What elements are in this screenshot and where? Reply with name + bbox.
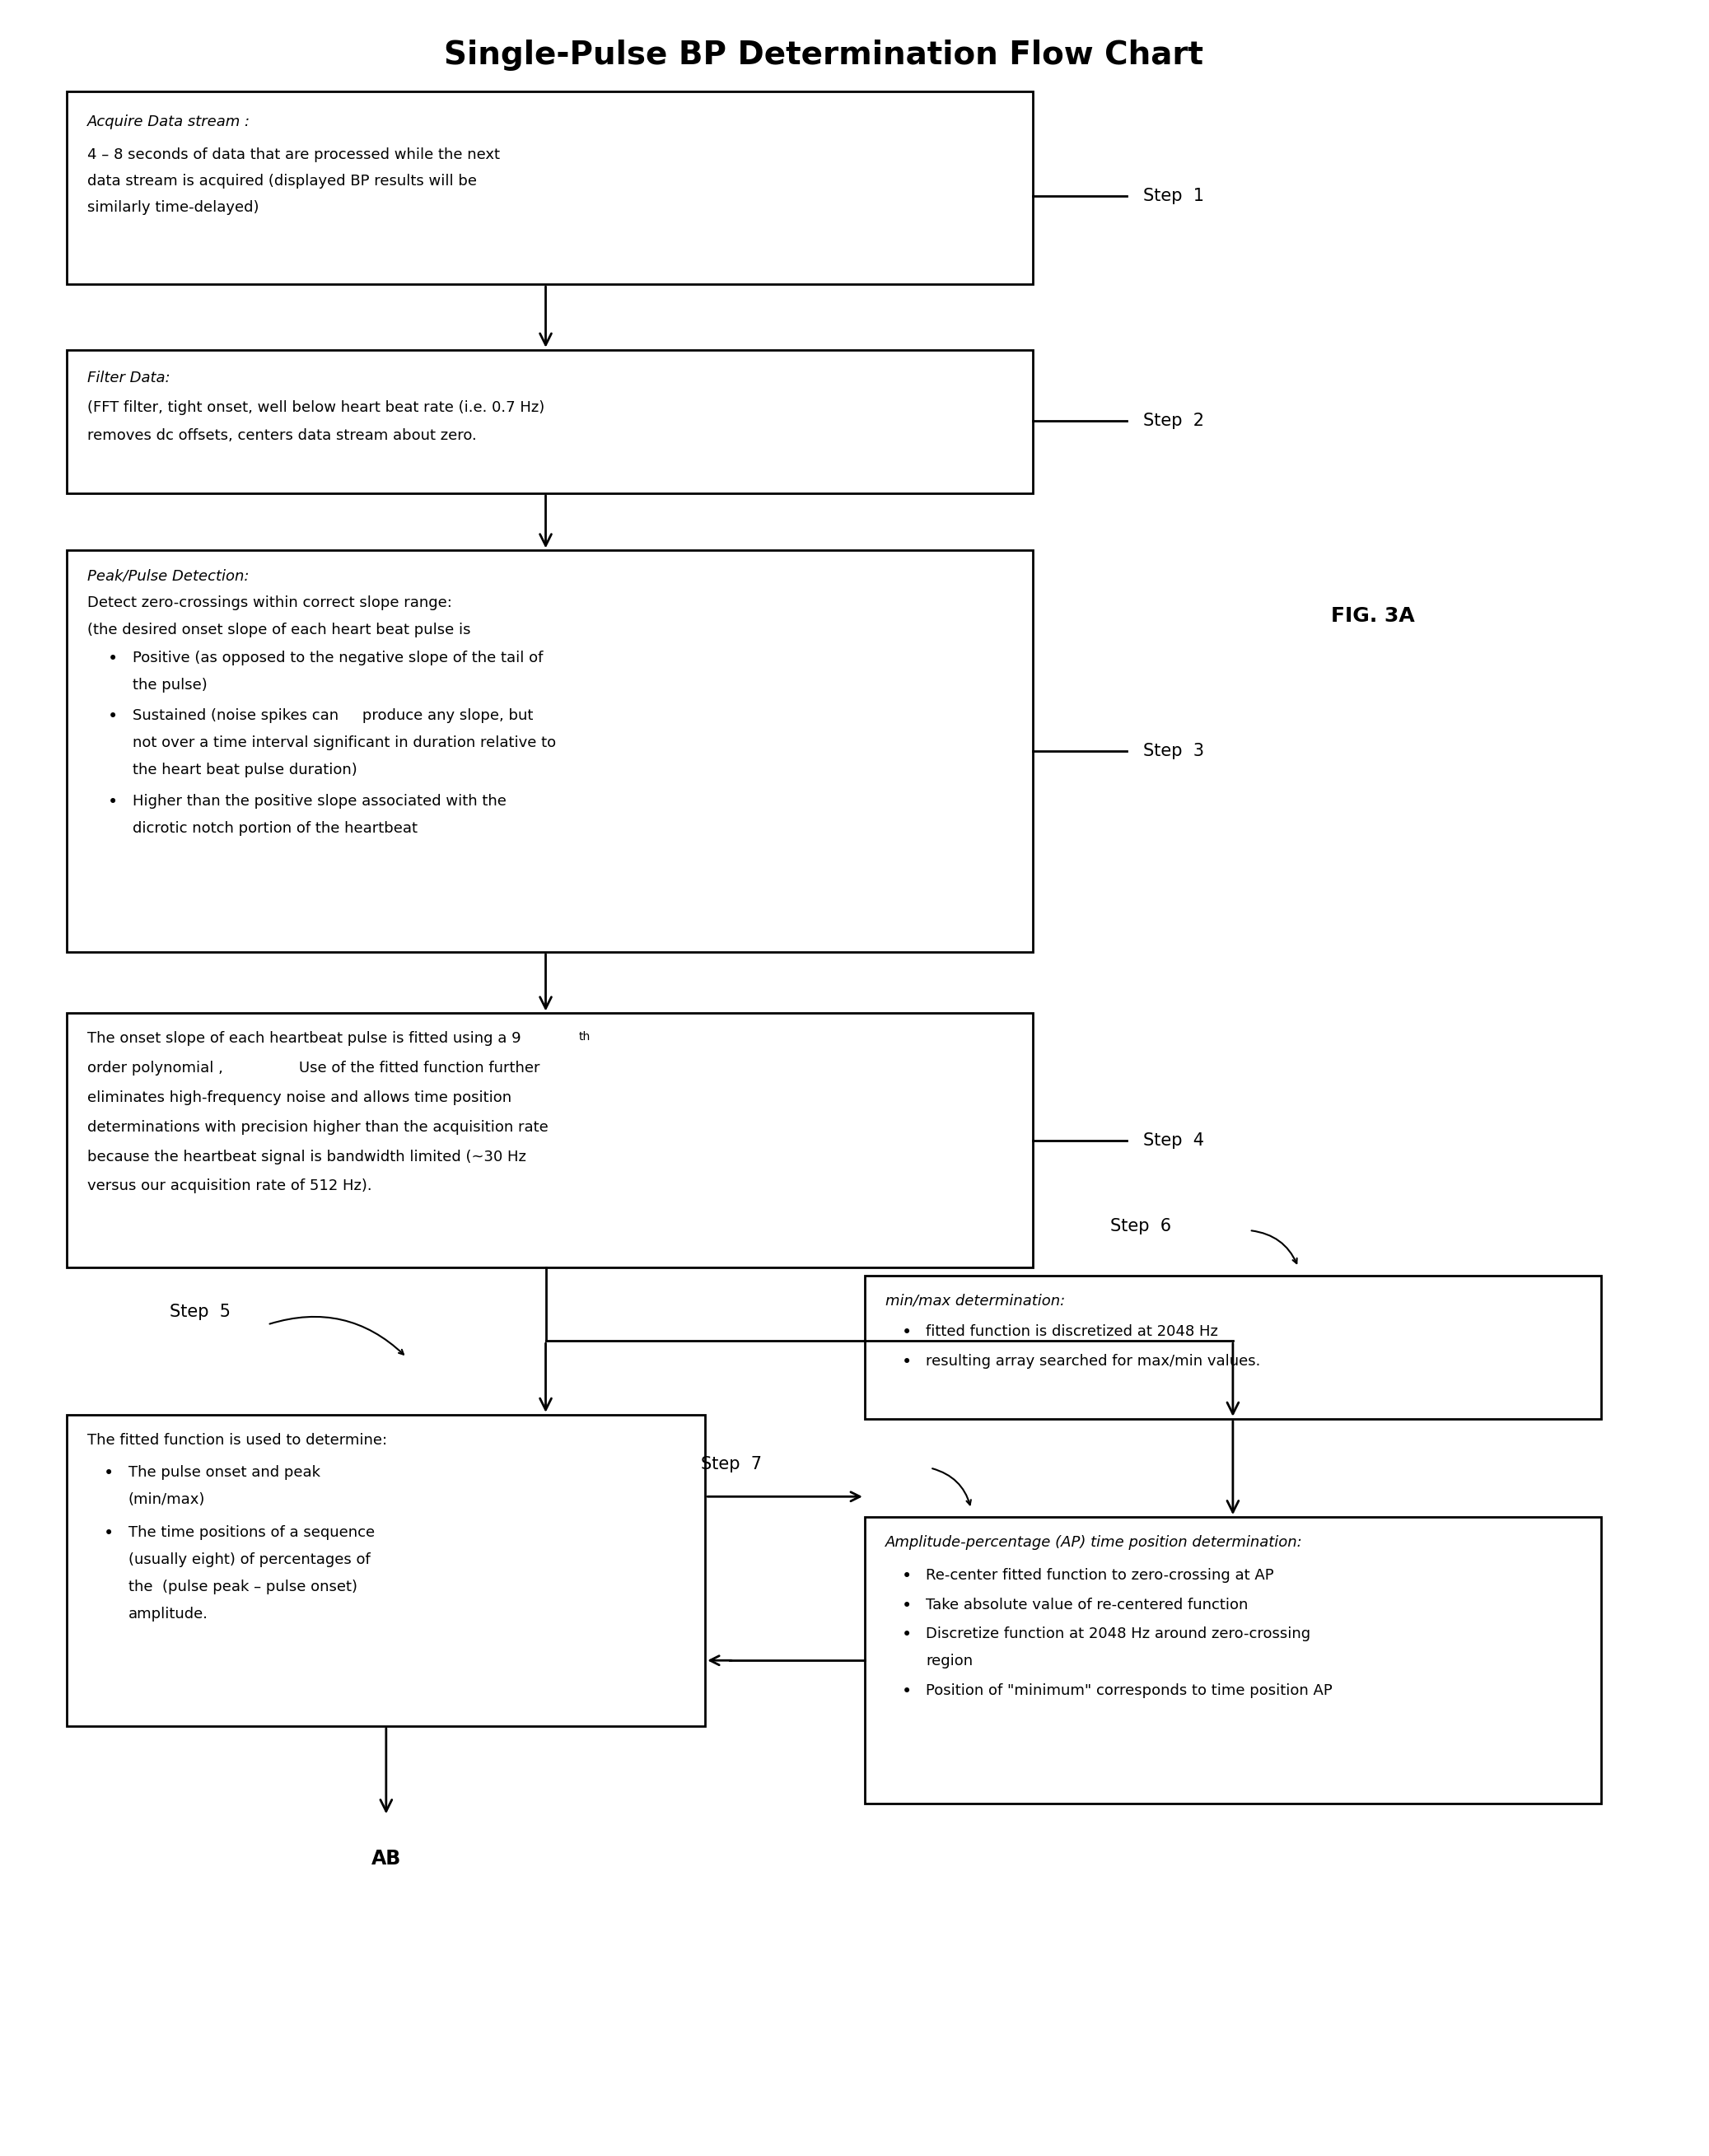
Text: Positive (as opposed to the negative slope of the tail of: Positive (as opposed to the negative slo… <box>133 651 543 666</box>
Text: versus our acquisition rate of 512 Hz).: versus our acquisition rate of 512 Hz). <box>87 1179 373 1194</box>
Text: (the desired onset slope of each heart beat pulse is: (the desired onset slope of each heart b… <box>87 623 472 638</box>
Text: fitted function is discretized at 2048 Hz: fitted function is discretized at 2048 H… <box>926 1324 1219 1339</box>
Text: (usually eight) of percentages of: (usually eight) of percentages of <box>128 1552 371 1567</box>
Text: th: th <box>578 1031 590 1044</box>
Text: •: • <box>902 1628 911 1643</box>
Text: Discretize function at 2048 Hz around zero-crossing: Discretize function at 2048 Hz around ze… <box>926 1628 1311 1641</box>
Text: •: • <box>104 1524 115 1542</box>
Bar <box>67 93 1032 285</box>
Text: Single-Pulse BP Determination Flow Chart: Single-Pulse BP Determination Flow Chart <box>444 39 1203 71</box>
Text: the  (pulse peak – pulse onset): the (pulse peak – pulse onset) <box>128 1580 357 1593</box>
Text: •: • <box>104 1466 115 1481</box>
Text: the pulse): the pulse) <box>133 677 207 692</box>
Text: dicrotic notch portion of the heartbeat: dicrotic notch portion of the heartbeat <box>133 821 417 837</box>
Text: •: • <box>108 709 118 724</box>
Text: the heart beat pulse duration): the heart beat pulse duration) <box>133 763 357 778</box>
Bar <box>67 550 1032 951</box>
Text: The fitted function is used to determine:: The fitted function is used to determine… <box>87 1434 388 1447</box>
Text: Sustained (noise spikes can     produce any slope, but: Sustained (noise spikes can produce any … <box>133 709 533 724</box>
Text: Detect zero-crossings within correct slope range:: Detect zero-crossings within correct slo… <box>87 595 453 610</box>
Text: Take absolute value of re-centered function: Take absolute value of re-centered funct… <box>926 1598 1249 1613</box>
Text: Filter Data:: Filter Data: <box>87 371 171 386</box>
Text: •: • <box>902 1324 911 1341</box>
Text: The time positions of a sequence: The time positions of a sequence <box>128 1524 374 1539</box>
Text: Position of "minimum" corresponds to time position AP: Position of "minimum" corresponds to tim… <box>926 1684 1333 1699</box>
Text: Step  5: Step 5 <box>169 1304 231 1319</box>
Text: removes dc offsets, centers data stream about zero.: removes dc offsets, centers data stream … <box>87 429 477 444</box>
Bar <box>865 1518 1601 1805</box>
Text: Step  2: Step 2 <box>1143 412 1203 429</box>
Text: Step  6: Step 6 <box>1111 1218 1171 1235</box>
Text: amplitude.: amplitude. <box>128 1606 208 1621</box>
Text: Step  7: Step 7 <box>701 1455 762 1473</box>
Text: eliminates high-frequency noise and allows time position: eliminates high-frequency noise and allo… <box>87 1091 511 1106</box>
Text: Peak/Pulse Detection:: Peak/Pulse Detection: <box>87 569 250 584</box>
Text: •: • <box>108 651 118 666</box>
Text: 4 – 8 seconds of data that are processed while the next: 4 – 8 seconds of data that are processed… <box>87 147 501 162</box>
Text: •: • <box>902 1567 911 1585</box>
Text: AB: AB <box>371 1850 402 1869</box>
Text: Higher than the positive slope associated with the: Higher than the positive slope associate… <box>133 793 506 808</box>
Text: Step  4: Step 4 <box>1143 1132 1203 1149</box>
Text: similarly time-delayed): similarly time-delayed) <box>87 201 260 216</box>
Text: because the heartbeat signal is bandwidth limited (~30 Hz: because the heartbeat signal is bandwidt… <box>87 1149 526 1164</box>
Text: •: • <box>108 793 118 811</box>
Text: resulting array searched for max/min values.: resulting array searched for max/min val… <box>926 1354 1261 1369</box>
Text: order polynomial ,                Use of the fitted function further: order polynomial , Use of the fitted fun… <box>87 1061 540 1076</box>
Text: (FFT filter, tight onset, well below heart beat rate (i.e. 0.7 Hz): (FFT filter, tight onset, well below hea… <box>87 401 545 416</box>
Text: (min/max): (min/max) <box>128 1492 205 1507</box>
Text: •: • <box>902 1684 911 1699</box>
Text: Step  3: Step 3 <box>1143 744 1203 759</box>
Text: Re-center fitted function to zero-crossing at AP: Re-center fitted function to zero-crossi… <box>926 1567 1275 1583</box>
Text: The onset slope of each heartbeat pulse is fitted using a 9: The onset slope of each heartbeat pulse … <box>87 1031 521 1046</box>
Bar <box>865 1276 1601 1419</box>
Text: Step  1: Step 1 <box>1143 188 1203 205</box>
Text: Acquire Data stream :: Acquire Data stream : <box>87 114 251 129</box>
Text: data stream is acquired (displayed BP results will be: data stream is acquired (displayed BP re… <box>87 175 477 188</box>
Text: •: • <box>902 1598 911 1615</box>
Text: determinations with precision higher than the acquisition rate: determinations with precision higher tha… <box>87 1119 549 1134</box>
Bar <box>67 1013 1032 1268</box>
Text: Amplitude-percentage (AP) time position determination:: Amplitude-percentage (AP) time position … <box>885 1535 1302 1550</box>
Text: •: • <box>902 1354 911 1371</box>
Bar <box>67 349 1032 494</box>
Bar <box>67 1414 706 1727</box>
Text: not over a time interval significant in duration relative to: not over a time interval significant in … <box>133 735 555 750</box>
Text: The pulse onset and peak: The pulse onset and peak <box>128 1466 320 1481</box>
Text: FIG. 3A: FIG. 3A <box>1331 606 1415 625</box>
Text: region: region <box>926 1654 972 1669</box>
Text: min/max determination:: min/max determination: <box>885 1294 1065 1309</box>
